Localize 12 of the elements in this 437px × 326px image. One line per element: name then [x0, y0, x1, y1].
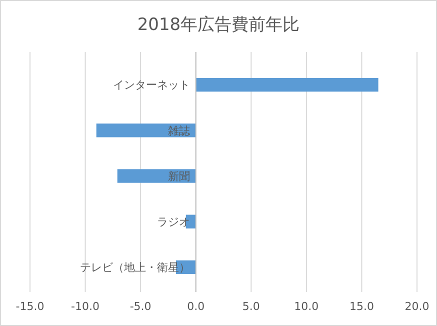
- x-tick-label: -5.0: [130, 300, 152, 313]
- chart-title: 2018年広告費前年比: [137, 15, 300, 35]
- x-tick-label: 20.0: [404, 300, 430, 313]
- x-tick-label: 10.0: [294, 300, 319, 313]
- x-tick-label: 0.0: [187, 300, 205, 313]
- x-tick-label: 5.0: [242, 300, 260, 313]
- y-tick-label: 新聞: [168, 170, 190, 183]
- y-tick-label: 雑誌: [168, 124, 190, 138]
- x-tick-label: 15.0: [349, 300, 374, 313]
- y-tick-label: インターネット: [112, 78, 190, 92]
- x-tick-label: -10.0: [71, 300, 100, 313]
- x-tick-label: -15.0: [16, 300, 44, 313]
